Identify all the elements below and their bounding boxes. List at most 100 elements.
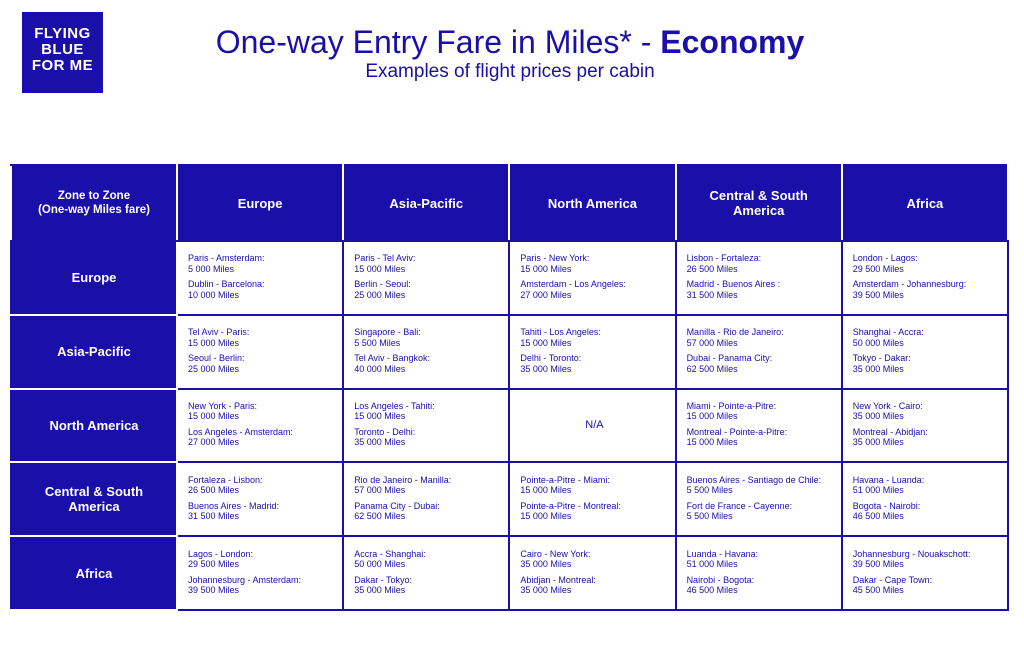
route-miles: 15 000 Miles	[354, 263, 406, 274]
route-label: Accra - Shanghai:	[354, 548, 426, 559]
route-label: Johannesburg - Amsterdam:	[188, 574, 302, 585]
route-entry: Tokyo - Dakar: 35 000 Miles	[853, 353, 1001, 374]
fare-cell: London - Lagos: 29 500 Miles Amsterdam - J…	[840, 240, 1010, 316]
route-label: Singapore - Bali:	[354, 327, 421, 338]
route-miles: 15 000 Miles	[520, 511, 572, 522]
route-entry: Lagos - London: 29 500 Miles	[188, 549, 336, 570]
route-entry: Abidjan - Montreal: 35 000 Miles	[520, 575, 668, 596]
route-label: Fortaleza - Lisbon:	[188, 474, 263, 485]
route-label: Tel Aviv - Bangkok:	[354, 353, 431, 364]
route-miles: 39 500 Miles	[852, 559, 904, 570]
route-entry: Johannesburg - Amsterdam: 39 500 Miles	[188, 575, 336, 596]
row-header-asia-pacific: Asia-Pacific	[10, 313, 178, 390]
fare-cell: Buenos Aires - Santiago de Chile: 5 500 M…	[674, 461, 843, 538]
route-label: Bogota - Nairobi:	[852, 500, 921, 511]
route-label: Lisbon - Fortaleza:	[686, 253, 762, 264]
page-subtitle: Examples of flight prices per cabin	[365, 61, 655, 82]
route-miles: 35 000 Miles	[520, 363, 572, 374]
route-miles: 25 000 Miles	[188, 363, 240, 374]
route-miles: 29 500 Miles	[852, 263, 904, 274]
route-miles: 46 500 Miles	[852, 511, 904, 522]
route-label: Toronto - Delhi:	[354, 426, 416, 437]
route-miles: 15 000 Miles	[188, 411, 240, 422]
route-entry: Accra - Shanghai: 50 000 Miles	[354, 549, 502, 570]
fare-cell: Singapore - Bali: 5 500 Miles Tel Aviv - B…	[342, 313, 511, 390]
route-label: Dublin - Barcelona:	[188, 279, 265, 290]
route-miles: 27 000 Miles	[188, 437, 240, 448]
route-entry: Tel Aviv - Paris: 15 000 Miles	[188, 327, 336, 348]
route-label: Manilla - Rio de Janeiro:	[686, 327, 784, 338]
route-miles: 45 500 Miles	[852, 585, 904, 596]
page-title-emphasis: Economy	[660, 24, 805, 60]
route-entry: New York - Paris: 15 000 Miles	[188, 401, 336, 422]
fare-row-europe: Europe Paris - Amsterdam: 5 000 Miles Dubli…	[10, 240, 1010, 316]
route-entry: Shanghai - Accra: 50 000 Miles	[853, 327, 1001, 348]
fare-cell: Fortaleza - Lisbon: 26 500 Miles Buenos Ai…	[175, 461, 345, 538]
fare-table-header-row: Zone to Zone (One-way Miles fare) Europe…	[10, 164, 1010, 242]
route-miles: 51 000 Miles	[686, 559, 738, 570]
route-miles: 15 000 Miles	[520, 485, 572, 496]
route-label: Dakar - Tokyo:	[354, 574, 413, 585]
route-entry: Nairobi - Bogota: 46 500 Miles	[687, 575, 835, 596]
route-miles: 35 000 Miles	[520, 559, 572, 570]
fare-cell: Paris - New York: 15 000 Miles Amsterdam -…	[508, 240, 677, 316]
fare-table: Zone to Zone (One-way Miles fare) Europe…	[10, 164, 1010, 611]
fare-cell: Paris - Amsterdam: 5 000 Miles Dublin - Ba…	[175, 240, 345, 316]
logo-line-1: FLYING	[34, 25, 91, 42]
route-entry: Singapore - Bali: 5 500 Miles	[354, 327, 502, 348]
fare-cell: Pointe-a-Pitre - Miami: 15 000 Miles Point…	[508, 461, 677, 538]
route-miles: 35 000 Miles	[354, 437, 406, 448]
route-label: Paris - Amsterdam:	[188, 253, 265, 264]
route-label: Madrid - Buenos Aires :	[686, 279, 781, 290]
row-header-central-south-america: Central & South America	[10, 461, 178, 538]
route-entry: Toronto - Delhi: 35 000 Miles	[354, 427, 502, 448]
flying-blue-logo: FLYING BLUE FOR ME	[22, 12, 103, 93]
route-label: Tahiti - Los Angeles:	[520, 327, 601, 338]
route-entry: Berlin - Seoul: 25 000 Miles	[354, 279, 502, 300]
route-label: Paris - Tel Aviv:	[354, 253, 416, 264]
route-entry: Los Angeles - Tahiti: 15 000 Miles	[354, 401, 502, 422]
route-miles: 35 000 Miles	[354, 585, 406, 596]
route-label: Dubai - Panama City:	[686, 353, 773, 364]
route-miles: 39 500 Miles	[852, 289, 904, 300]
route-miles: 50 000 Miles	[852, 337, 904, 348]
route-entry: Tel Aviv - Bangkok: 40 000 Miles	[354, 353, 502, 374]
route-miles: 40 000 Miles	[354, 363, 406, 374]
route-miles: 5 500 Miles	[354, 337, 401, 348]
fare-cell: Luanda - Havana: 51 000 Miles Nairobi - Bo…	[674, 535, 843, 611]
route-label: Los Angeles - Amsterdam:	[188, 426, 294, 437]
route-entry: Panama City - Dubai: 62 500 Miles	[354, 501, 502, 522]
route-entry: Miami - Pointe-a-Pitre: 15 000 Miles	[687, 401, 835, 422]
route-entry: Los Angeles - Amsterdam: 27 000 Miles	[188, 427, 336, 448]
route-label: Miami - Pointe-a-Pitre:	[686, 400, 777, 411]
fare-cell: Johannesburg - Nouakschott: 39 500 Miles D…	[840, 535, 1010, 611]
route-entry: Johannesburg - Nouakschott: 39 500 Miles	[853, 549, 1001, 570]
route-label: Tokyo - Dakar:	[852, 353, 911, 364]
route-entry: Dubai - Panama City: 62 500 Miles	[687, 353, 835, 374]
fare-cell: Tel Aviv - Paris: 15 000 Miles Seoul - Ber…	[175, 313, 345, 390]
column-header-central-south-america: Central & South America	[674, 164, 843, 242]
route-label: Los Angeles - Tahiti:	[354, 400, 435, 411]
route-label: Rio de Janeiro - Manilla:	[354, 474, 452, 485]
fare-cell: New York - Paris: 15 000 Miles Los Angeles…	[175, 387, 345, 464]
route-entry: Dakar - Tokyo: 35 000 Miles	[354, 575, 502, 596]
route-entry: Pointe-a-Pitre - Miami: 15 000 Miles	[520, 475, 668, 496]
route-miles: 62 500 Miles	[686, 363, 738, 374]
route-entry: Amsterdam - Johannesburg: 39 500 Miles	[853, 279, 1001, 300]
route-label: Nairobi - Bogota:	[686, 574, 755, 585]
route-entry: Fortaleza - Lisbon: 26 500 Miles	[188, 475, 336, 496]
route-miles: 57 000 Miles	[354, 485, 406, 496]
route-miles: 50 000 Miles	[354, 559, 406, 570]
route-entry: New York - Cairo: 35 000 Miles	[853, 401, 1001, 422]
route-entry: Paris - Amsterdam: 5 000 Miles	[188, 253, 336, 274]
route-miles: 39 500 Miles	[188, 585, 240, 596]
route-miles: 35 000 Miles	[852, 411, 904, 422]
fare-cell: Accra - Shanghai: 50 000 Miles Dakar - Tok…	[342, 535, 511, 611]
route-entry: Buenos Aires - Madrid: 31 500 Miles	[188, 501, 336, 522]
route-entry: Bogota - Nairobi: 46 500 Miles	[853, 501, 1001, 522]
route-entry: Amsterdam - Los Angeles: 27 000 Miles	[520, 279, 668, 300]
route-entry: Luanda - Havana: 51 000 Miles	[687, 549, 835, 570]
route-label: New York - Cairo:	[852, 400, 923, 411]
logo-line-3: FOR ME	[31, 57, 94, 74]
route-miles: 35 000 Miles	[520, 585, 572, 596]
